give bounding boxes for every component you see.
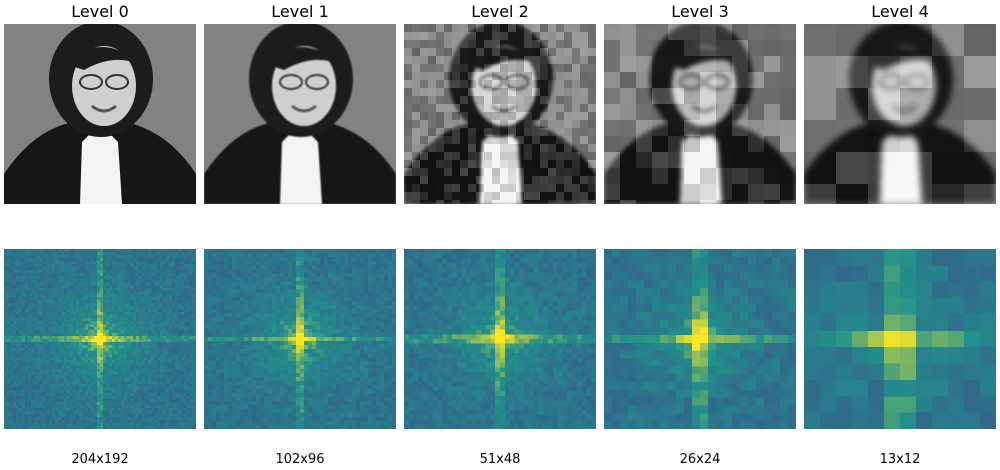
level-2-title: Level 2	[404, 0, 596, 24]
level-2-size-label: 51x48	[404, 452, 596, 467]
level-0-fourier-spectrum	[4, 249, 196, 429]
level-4-size-label: 13x12	[804, 452, 996, 467]
level-1-grayscale-image	[204, 24, 396, 204]
level-1-size-label: 102x96	[204, 452, 396, 467]
level-1-title: Level 1	[204, 0, 396, 24]
level-4-fourier-spectrum	[804, 249, 996, 429]
level-2-grayscale-image	[404, 24, 596, 204]
level-4-title: Level 4	[804, 0, 996, 24]
level-0-grayscale-image	[4, 24, 196, 204]
level-3-grayscale-image	[604, 24, 796, 204]
level-3-fourier-spectrum	[604, 249, 796, 429]
level-3-title: Level 3	[604, 0, 796, 24]
level-3-size-label: 26x24	[604, 452, 796, 467]
level-4-grayscale-image	[804, 24, 996, 204]
level-0-size-label: 204x192	[4, 452, 196, 467]
level-0-title: Level 0	[4, 0, 196, 24]
level-2-fourier-spectrum	[404, 249, 596, 429]
level-1-fourier-spectrum	[204, 249, 396, 429]
